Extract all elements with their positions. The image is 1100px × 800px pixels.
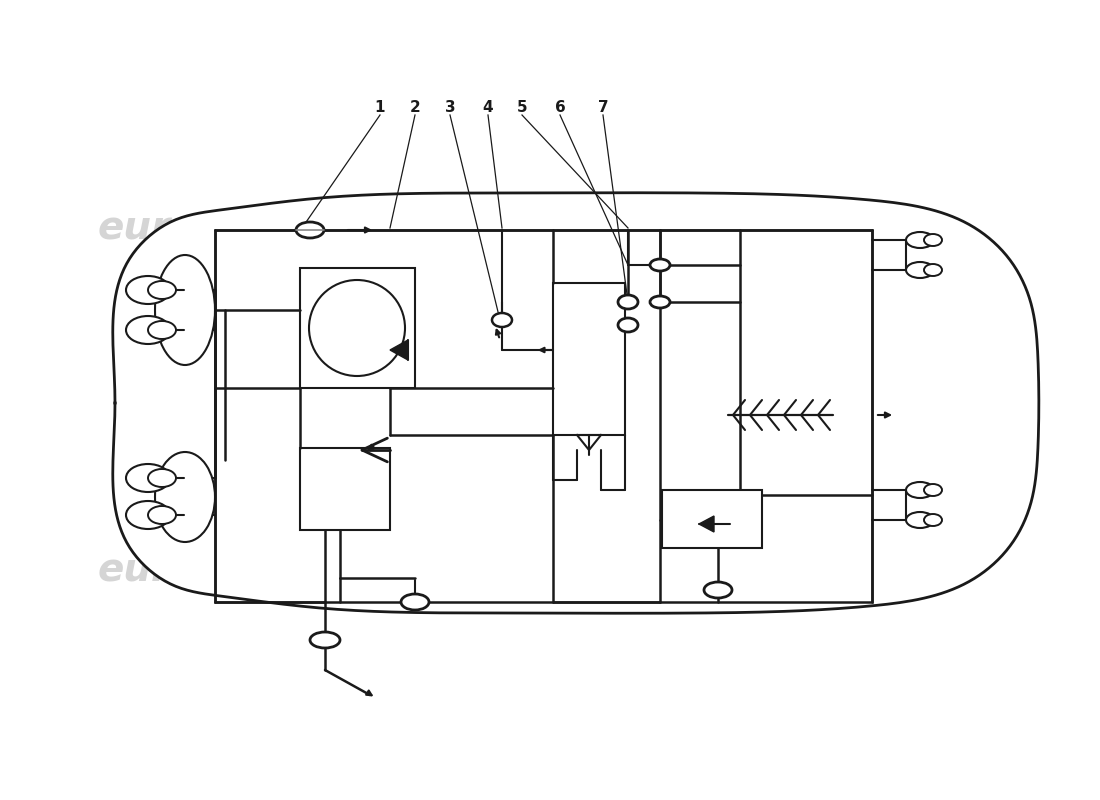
Ellipse shape bbox=[155, 255, 214, 365]
Bar bbox=[300, 448, 390, 530]
Text: eurospares: eurospares bbox=[557, 551, 803, 589]
Ellipse shape bbox=[310, 632, 340, 648]
Ellipse shape bbox=[148, 281, 176, 299]
Ellipse shape bbox=[704, 582, 732, 598]
Text: eurospares: eurospares bbox=[97, 209, 343, 247]
Text: 4: 4 bbox=[483, 101, 493, 115]
Ellipse shape bbox=[924, 264, 942, 276]
Bar bbox=[662, 490, 762, 548]
Ellipse shape bbox=[906, 512, 934, 528]
Ellipse shape bbox=[148, 506, 176, 524]
Ellipse shape bbox=[126, 316, 170, 344]
Ellipse shape bbox=[924, 234, 942, 246]
Ellipse shape bbox=[906, 232, 934, 248]
Ellipse shape bbox=[924, 514, 942, 526]
Bar bbox=[214, 230, 872, 602]
Text: eurospares: eurospares bbox=[557, 209, 803, 247]
Text: 2: 2 bbox=[409, 101, 420, 115]
Ellipse shape bbox=[618, 295, 638, 309]
Ellipse shape bbox=[148, 321, 176, 339]
Bar bbox=[553, 283, 625, 435]
Ellipse shape bbox=[296, 222, 324, 238]
Ellipse shape bbox=[126, 464, 170, 492]
Ellipse shape bbox=[148, 469, 176, 487]
Polygon shape bbox=[390, 340, 408, 360]
Text: 5: 5 bbox=[517, 101, 527, 115]
Polygon shape bbox=[113, 193, 1038, 614]
Circle shape bbox=[309, 280, 405, 376]
Text: 1: 1 bbox=[375, 101, 385, 115]
Ellipse shape bbox=[650, 296, 670, 308]
Ellipse shape bbox=[906, 482, 934, 498]
Ellipse shape bbox=[155, 452, 214, 542]
Text: 3: 3 bbox=[444, 101, 455, 115]
Ellipse shape bbox=[906, 262, 934, 278]
Ellipse shape bbox=[924, 484, 942, 496]
Ellipse shape bbox=[402, 594, 429, 610]
Ellipse shape bbox=[126, 501, 170, 529]
Text: 7: 7 bbox=[597, 101, 608, 115]
Polygon shape bbox=[698, 516, 714, 532]
Ellipse shape bbox=[650, 259, 670, 271]
Ellipse shape bbox=[126, 276, 170, 304]
Bar bbox=[300, 268, 415, 388]
Ellipse shape bbox=[618, 318, 638, 332]
Text: 6: 6 bbox=[554, 101, 565, 115]
Text: eurospares: eurospares bbox=[97, 551, 343, 589]
Ellipse shape bbox=[492, 313, 512, 327]
